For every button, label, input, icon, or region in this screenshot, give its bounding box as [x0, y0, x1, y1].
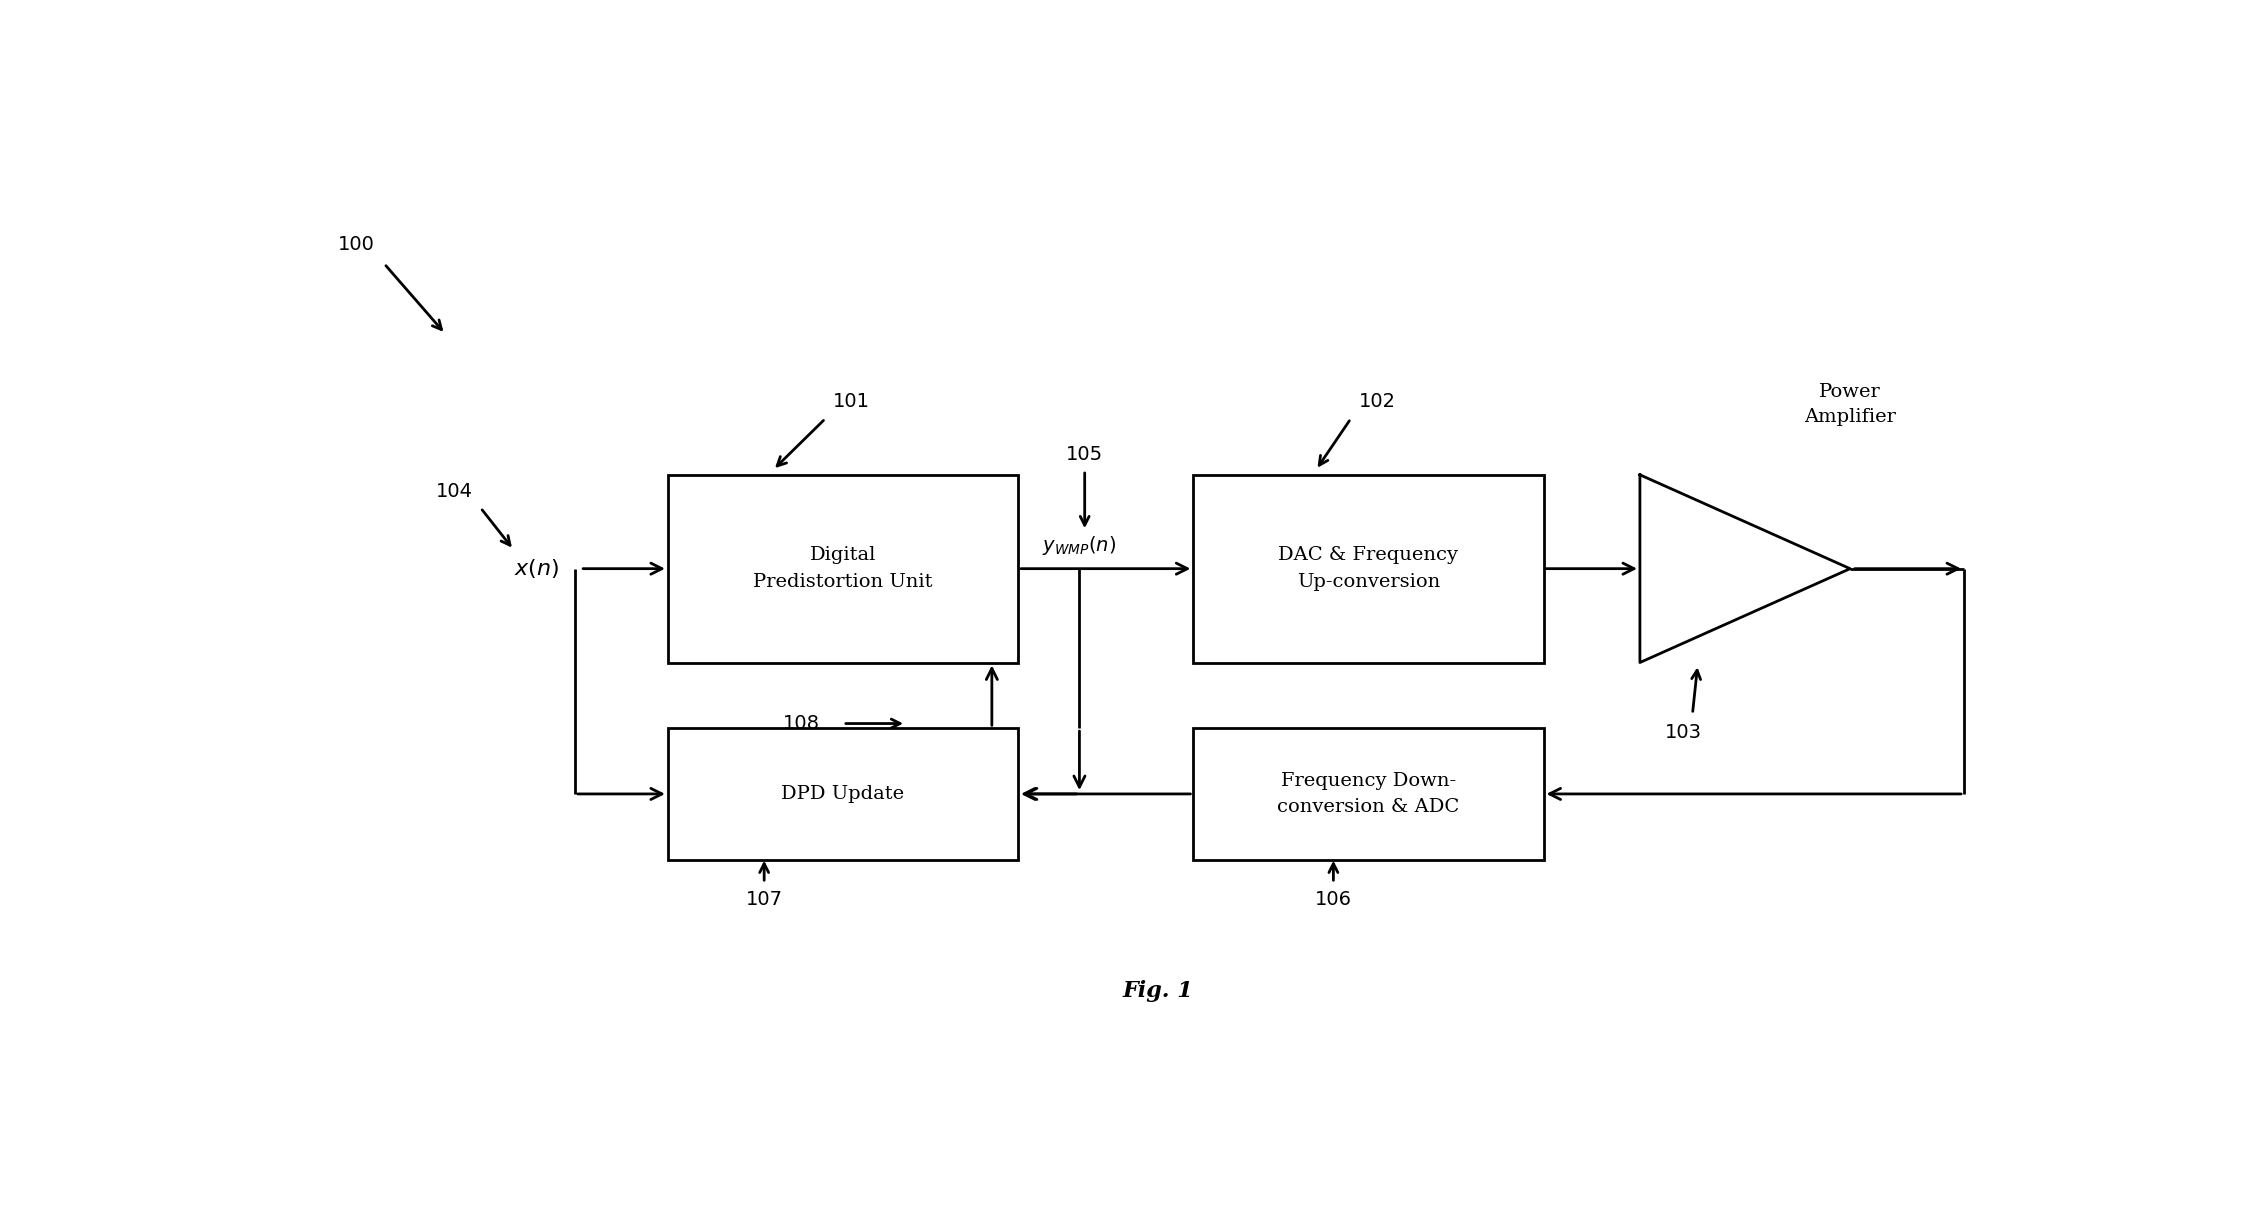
Text: 100: 100 [337, 235, 375, 255]
Text: 103: 103 [1666, 723, 1702, 742]
Text: 106: 106 [1315, 891, 1351, 909]
Text: $x(n)$: $x(n)$ [513, 557, 558, 580]
Text: Digital
Predistortion Unit: Digital Predistortion Unit [753, 546, 933, 591]
Text: 101: 101 [834, 393, 870, 411]
Text: 104: 104 [436, 483, 472, 501]
FancyBboxPatch shape [1193, 728, 1544, 859]
Text: $y_{WMP}(n)$: $y_{WMP}(n)$ [1042, 534, 1116, 557]
Text: DPD Update: DPD Update [782, 785, 904, 803]
Text: Frequency Down-
conversion & ADC: Frequency Down- conversion & ADC [1277, 772, 1460, 817]
Text: Fig. 1: Fig. 1 [1123, 980, 1193, 1002]
Text: 107: 107 [746, 891, 782, 909]
FancyBboxPatch shape [669, 728, 1019, 859]
Text: 105: 105 [1067, 445, 1103, 463]
FancyBboxPatch shape [669, 474, 1019, 662]
Text: 108: 108 [782, 714, 820, 733]
Text: DAC & Frequency
Up-conversion: DAC & Frequency Up-conversion [1279, 546, 1458, 591]
Text: Power
Amplifier: Power Amplifier [1803, 383, 1896, 425]
FancyBboxPatch shape [1193, 474, 1544, 662]
Text: 102: 102 [1358, 393, 1397, 411]
